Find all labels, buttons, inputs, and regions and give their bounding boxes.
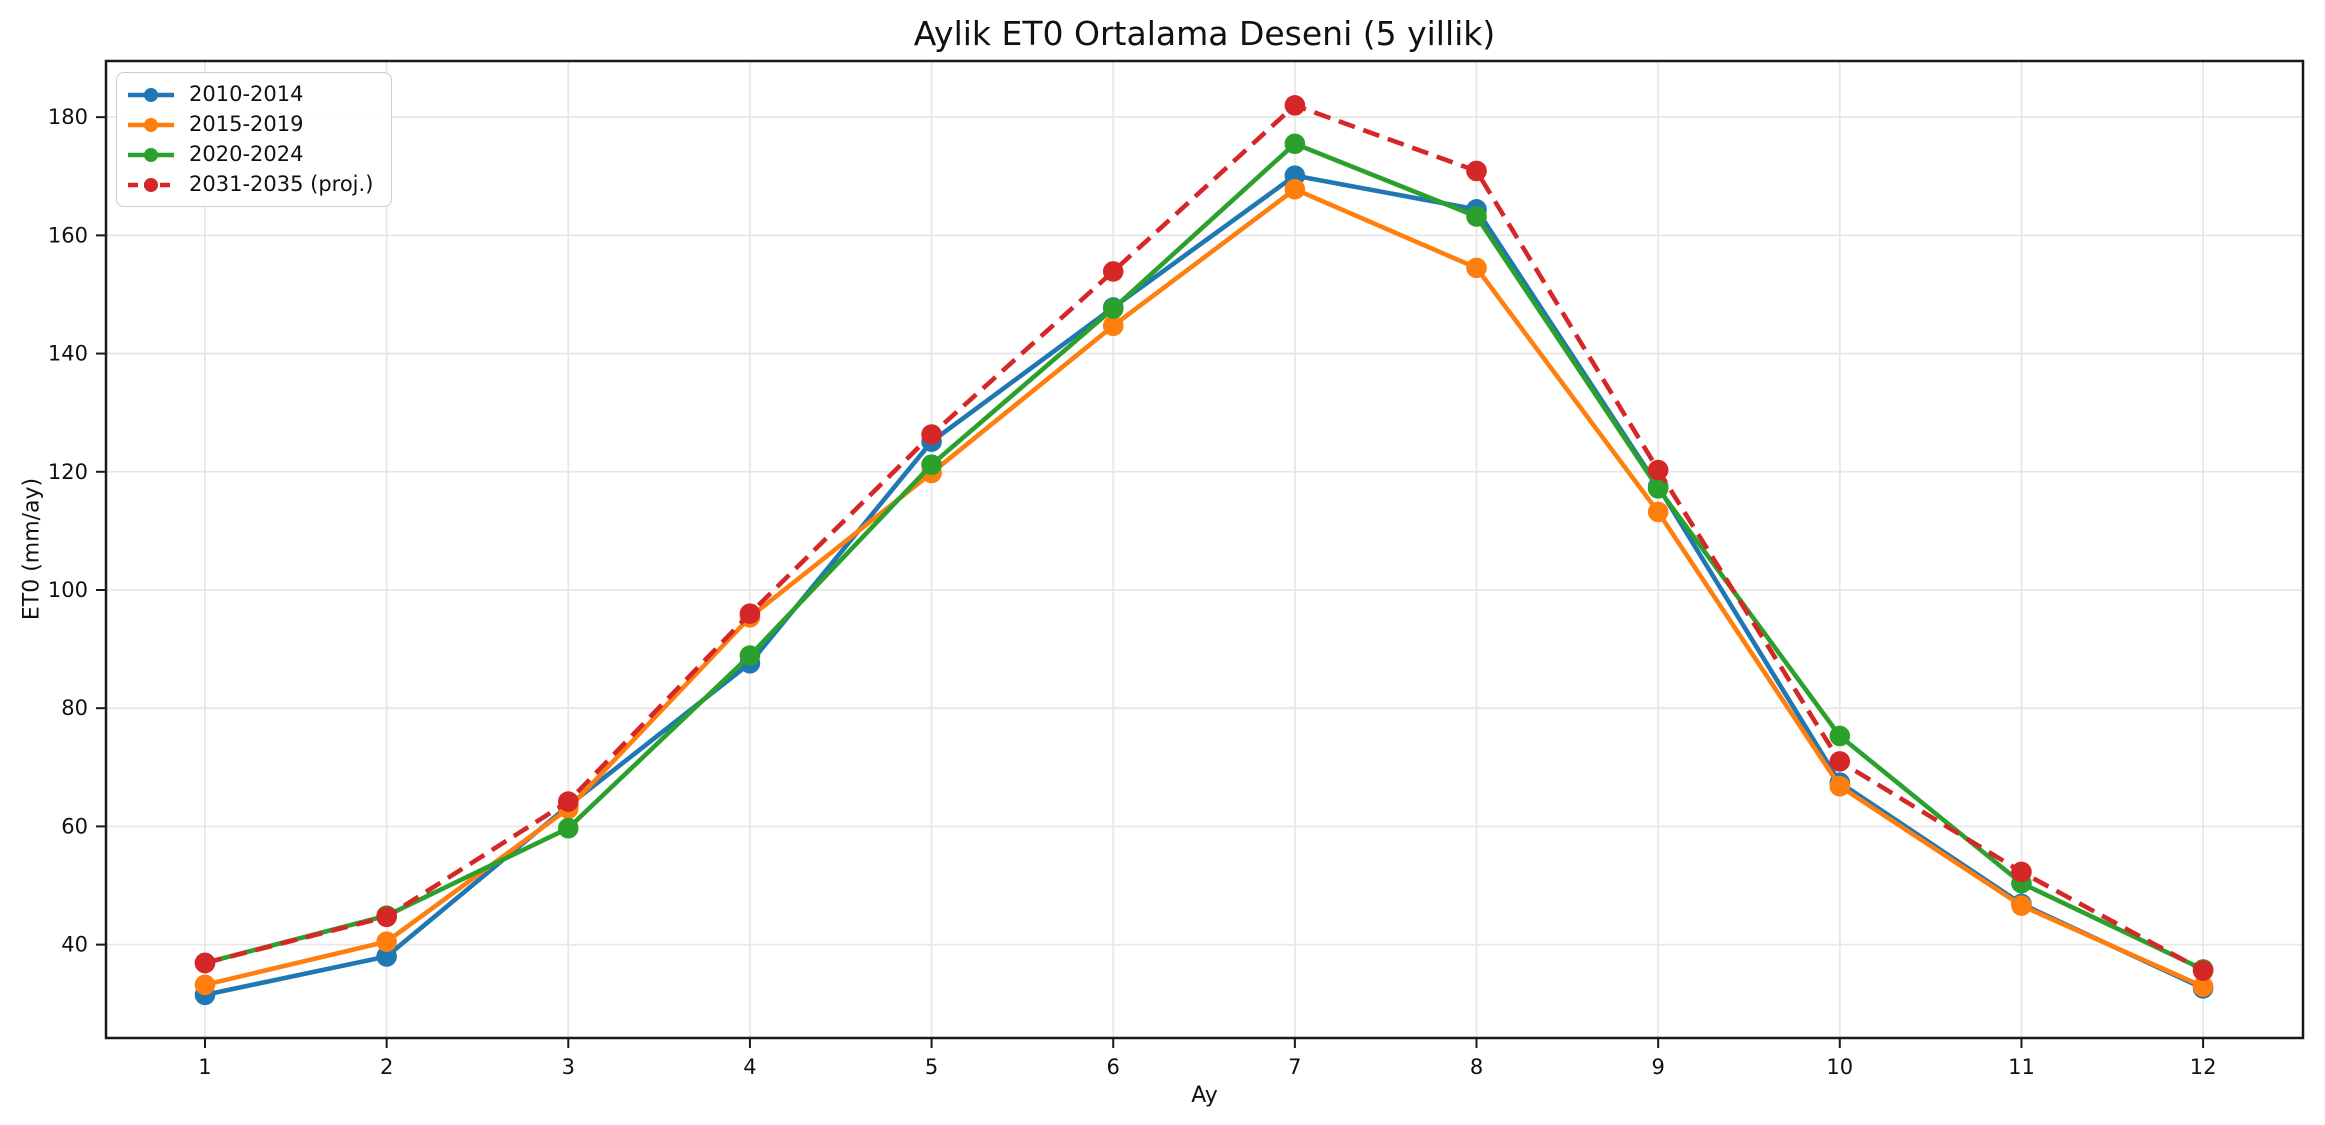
x-tick-label: 1	[198, 1055, 211, 1079]
x-tick-label: 3	[562, 1055, 575, 1079]
legend-item: 2015-2019	[125, 113, 373, 136]
y-axis-label: ET0 (mm/ay)	[19, 477, 45, 621]
data-point-marker	[1829, 775, 1851, 797]
y-tick-label: 160	[48, 223, 88, 247]
data-point-marker	[921, 424, 942, 445]
x-tick-label: 8	[1470, 1055, 1483, 1079]
data-point-marker	[1647, 459, 1669, 481]
y-tick-label: 100	[48, 578, 88, 602]
series-line	[204, 103, 2205, 973]
series-2010-2014	[194, 165, 2214, 1006]
series-2015-2019	[194, 178, 2214, 997]
y-tick-label: 140	[48, 342, 88, 366]
y-tick-label: 120	[48, 460, 88, 484]
legend-line-sample-icon	[128, 177, 174, 192]
legend-label: 2010-2014	[189, 82, 304, 106]
data-point-marker	[1284, 178, 1306, 200]
legend-line-sample-icon	[128, 147, 174, 162]
legend-item: 2010-2014	[125, 83, 373, 106]
legend-item: 2020-2024	[125, 143, 373, 166]
data-point-marker	[1466, 206, 1487, 227]
data-point-marker	[376, 946, 397, 967]
legend-label: 2020-2024	[189, 142, 304, 166]
y-tick-label: 60	[61, 814, 88, 838]
x-tick-label: 11	[2008, 1055, 2035, 1079]
series-line	[204, 186, 2205, 989]
gridlines	[106, 61, 2303, 1038]
x-tick-label: 12	[2190, 1055, 2217, 1079]
data-point-marker	[1466, 160, 1487, 182]
legend-label: 2031-2035 (proj.)	[189, 172, 374, 196]
y-tick-label: 180	[48, 105, 88, 129]
y-tick-label: 40	[61, 933, 88, 957]
x-tick-label: 4	[743, 1055, 756, 1079]
data-point-marker	[2011, 895, 2032, 916]
legend-line-sample-icon	[128, 117, 174, 132]
axes-spines	[104, 59, 2305, 1040]
legend-label: 2015-2019	[189, 112, 304, 136]
chart-title: Aylik ET0 Ortalama Deseni (5 yillik)	[913, 14, 1496, 53]
y-tick-label: 80	[61, 696, 88, 720]
legend-line-sample-icon	[128, 87, 174, 102]
series-line	[204, 173, 2205, 998]
data-point-marker	[2192, 960, 2214, 981]
data-point-marker	[1647, 478, 1669, 499]
data-point-marker	[376, 906, 397, 928]
data-point-marker	[557, 817, 579, 839]
tick-marks	[96, 116, 2205, 1048]
x-tick-label: 10	[1826, 1055, 1853, 1079]
legend: 2010-2014 2015-2019 2020-2024 2031-2035 …	[116, 72, 393, 207]
data-point-marker	[1829, 751, 1851, 772]
data-point-marker	[1829, 725, 1851, 747]
data-point-marker	[1466, 257, 1487, 279]
data-point-marker	[2011, 861, 2032, 883]
x-tick-label: 7	[1288, 1055, 1301, 1079]
data-point-marker	[1647, 501, 1669, 523]
data-point-marker	[194, 952, 216, 974]
data-point-marker	[1102, 315, 1124, 337]
data-point-marker	[739, 645, 761, 666]
data-point-marker	[1284, 133, 1306, 155]
data-point-marker	[557, 791, 579, 812]
data-point-marker	[921, 454, 942, 475]
series-line	[204, 141, 2205, 972]
x-tick-label: 5	[925, 1055, 938, 1079]
x-tick-label: 9	[1651, 1055, 1664, 1079]
x-tick-label: 6	[1107, 1055, 1120, 1079]
data-point-marker	[1102, 298, 1124, 319]
data-point-marker	[2192, 976, 2214, 997]
x-axis-label: Ay	[1191, 1083, 1218, 1108]
x-tick-label: 2	[380, 1055, 393, 1079]
data-point-marker	[1284, 95, 1306, 116]
legend-item: 2031-2035 (proj.)	[125, 173, 373, 196]
data-point-marker	[194, 974, 216, 996]
data-point-marker	[1102, 261, 1124, 282]
data-point-marker	[739, 603, 761, 624]
data-point-marker	[376, 931, 397, 952]
series-2031-2035 (proj.)	[194, 95, 2214, 981]
